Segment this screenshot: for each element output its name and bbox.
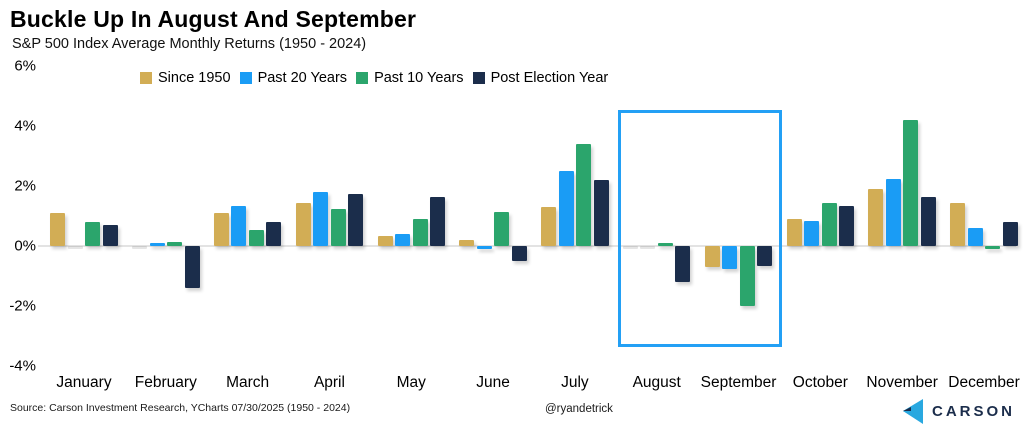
legend-label: Since 1950: [158, 70, 231, 86]
y-axis-tick: 2%: [14, 177, 36, 195]
bar-june-past-20-years: [476, 246, 492, 249]
bar-january-post-election-year: [102, 225, 118, 246]
x-axis-label-january: January: [56, 374, 112, 391]
bar-february-since-1950: [132, 246, 148, 249]
x-axis-label-december: December: [948, 374, 1020, 391]
y-axis-tick: 4%: [14, 117, 36, 135]
bar-november-past-10-years: [903, 120, 919, 246]
bar-september-past-10-years: [739, 246, 755, 306]
bar-may-since-1950: [377, 235, 393, 246]
bar-august-past-10-years: [657, 243, 673, 246]
bar-february-past-10-years: [167, 241, 183, 246]
carson-logo: CARSON: [899, 398, 1015, 425]
x-axis-label-may: May: [396, 374, 426, 391]
bar-june-post-election-year: [511, 246, 527, 261]
x-axis-label-march: March: [226, 374, 270, 391]
y-axis-tick: 6%: [14, 57, 36, 75]
zero-axis-line: [38, 245, 1016, 247]
bar-april-past-10-years: [330, 208, 346, 246]
bar-april-since-1950: [295, 202, 311, 246]
bar-november-past-20-years: [885, 178, 901, 246]
x-axis-label-august: August: [632, 374, 681, 391]
bar-august-post-election-year: [675, 246, 691, 282]
bar-march-past-10-years: [248, 229, 264, 246]
bar-december-past-20-years: [967, 228, 983, 246]
bar-october-post-election-year: [839, 205, 855, 246]
bar-december-since-1950: [950, 202, 966, 246]
bar-august-past-20-years: [640, 246, 656, 249]
bar-september-post-election-year: [757, 246, 773, 266]
bar-may-past-10-years: [412, 219, 428, 246]
bar-march-post-election-year: [266, 222, 282, 246]
legend: Since 1950 Past 20 Years Past 10 Years Post…: [140, 70, 608, 86]
legend-swatch-icon: [239, 72, 252, 84]
bar-november-post-election-year: [920, 196, 936, 246]
bar-march-since-1950: [213, 213, 229, 246]
bar-june-since-1950: [459, 240, 475, 246]
bar-december-post-election-year: [1002, 222, 1018, 246]
bar-july-since-1950: [541, 207, 557, 246]
bar-september-since-1950: [704, 246, 720, 267]
bar-february-post-election-year: [184, 246, 200, 288]
x-axis-label-november: November: [866, 374, 938, 391]
y-axis-tick: -4%: [9, 357, 36, 375]
chart-title: Buckle Up In August And September: [10, 6, 417, 32]
bar-february-past-20-years: [149, 243, 165, 246]
bar-november-since-1950: [868, 189, 884, 246]
legend-item-past-20-years: Past 20 Years: [239, 70, 348, 86]
y-axis-tick: -2%: [9, 297, 36, 315]
legend-item-past-10-years: Past 10 Years: [356, 70, 464, 86]
legend-label: Past 20 Years: [257, 70, 348, 86]
x-axis-label-april: April: [313, 374, 345, 391]
x-axis-label-july: July: [561, 374, 589, 391]
bar-august-since-1950: [622, 246, 638, 249]
bar-december-past-10-years: [985, 246, 1001, 249]
x-axis-label-june: June: [476, 374, 510, 391]
bar-october-since-1950: [786, 219, 802, 246]
x-axis-label-february: February: [134, 374, 197, 391]
bar-october-past-10-years: [821, 202, 837, 246]
bar-september-past-20-years: [722, 246, 738, 269]
carson-logo-icon: [899, 398, 925, 425]
legend-label: Past 10 Years: [374, 70, 464, 86]
carson-logo-text: CARSON: [932, 403, 1016, 420]
chart-subtitle: S&P 500 Index Average Monthly Returns (1…: [12, 36, 367, 52]
legend-swatch-icon: [356, 72, 369, 84]
legend-item-since-1950: Since 1950: [140, 70, 231, 86]
bar-january-since-1950: [50, 213, 66, 246]
bar-july-post-election-year: [593, 180, 609, 246]
y-axis-tick: 0%: [14, 237, 36, 255]
legend-label: Post Election Year: [490, 70, 609, 86]
bar-july-past-20-years: [558, 171, 574, 246]
legend-swatch-icon: [140, 72, 152, 84]
bar-january-past-10-years: [85, 222, 101, 246]
bar-may-post-election-year: [430, 196, 446, 246]
bar-july-past-10-years: [576, 144, 592, 246]
twitter-handle: @ryandetrick: [545, 403, 613, 415]
x-axis-label-october: October: [792, 374, 848, 391]
bar-april-post-election-year: [348, 193, 364, 246]
bar-january-past-20-years: [67, 246, 83, 249]
bar-june-past-10-years: [494, 211, 510, 246]
highlight-box: [618, 110, 782, 347]
source-note: Source: Carson Investment Research, YCha…: [10, 402, 351, 414]
bar-april-past-20-years: [313, 192, 329, 246]
bar-october-past-20-years: [804, 220, 820, 246]
legend-swatch-icon: [472, 72, 485, 84]
bar-may-past-20-years: [395, 234, 411, 246]
bar-march-past-20-years: [231, 205, 247, 246]
legend-item-post-election-year: Post Election Year: [472, 70, 609, 86]
x-axis-label-september: September: [700, 374, 777, 391]
